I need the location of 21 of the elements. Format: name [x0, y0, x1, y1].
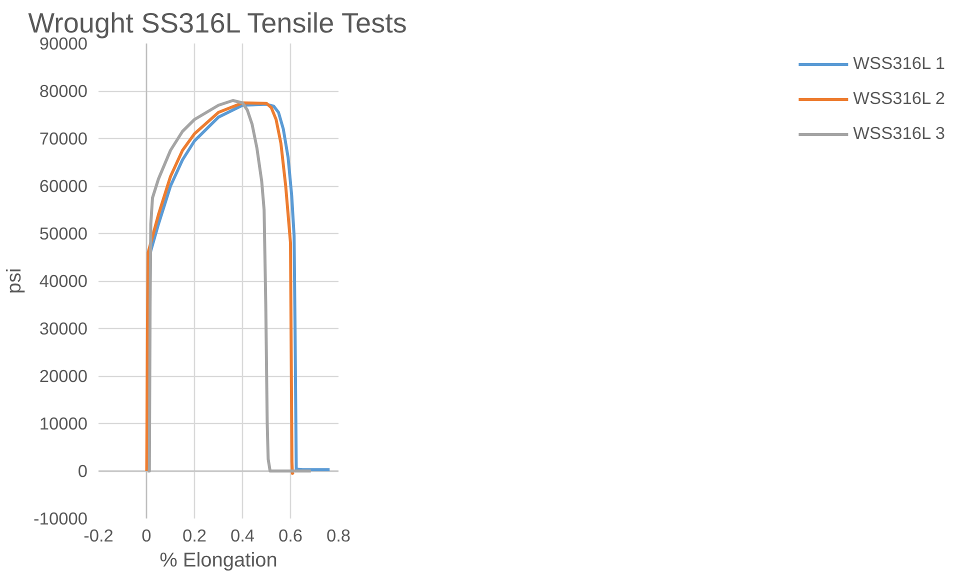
y-tick-label: 50000	[39, 224, 88, 244]
y-tick-label: 80000	[39, 81, 88, 101]
legend-label: WSS316L 2	[853, 88, 945, 109]
x-tick-label: -0.2	[84, 526, 114, 546]
legend-label: WSS316L 1	[853, 53, 945, 74]
x-tick-label: 0.2	[182, 526, 207, 546]
y-axis-title: psi	[4, 268, 26, 294]
x-tick-label: 0.4	[230, 526, 255, 546]
y-tick-label: -10000	[34, 508, 88, 528]
y-tick-label: 40000	[39, 271, 88, 291]
x-tick-label: 0	[142, 526, 152, 546]
y-tick-label: 70000	[39, 128, 88, 148]
x-axis-title: % Elongation	[160, 550, 278, 572]
y-tick-label: 30000	[39, 318, 88, 338]
y-tick-label: 0	[78, 461, 88, 481]
y-tick-label: 20000	[39, 366, 88, 386]
legend-label: WSS316L 3	[853, 123, 945, 144]
x-tick-label: 0.6	[278, 526, 303, 546]
y-tick-label: 10000	[39, 414, 88, 434]
x-tick-label: 0.8	[326, 526, 351, 546]
y-tick-label: 60000	[39, 176, 88, 196]
